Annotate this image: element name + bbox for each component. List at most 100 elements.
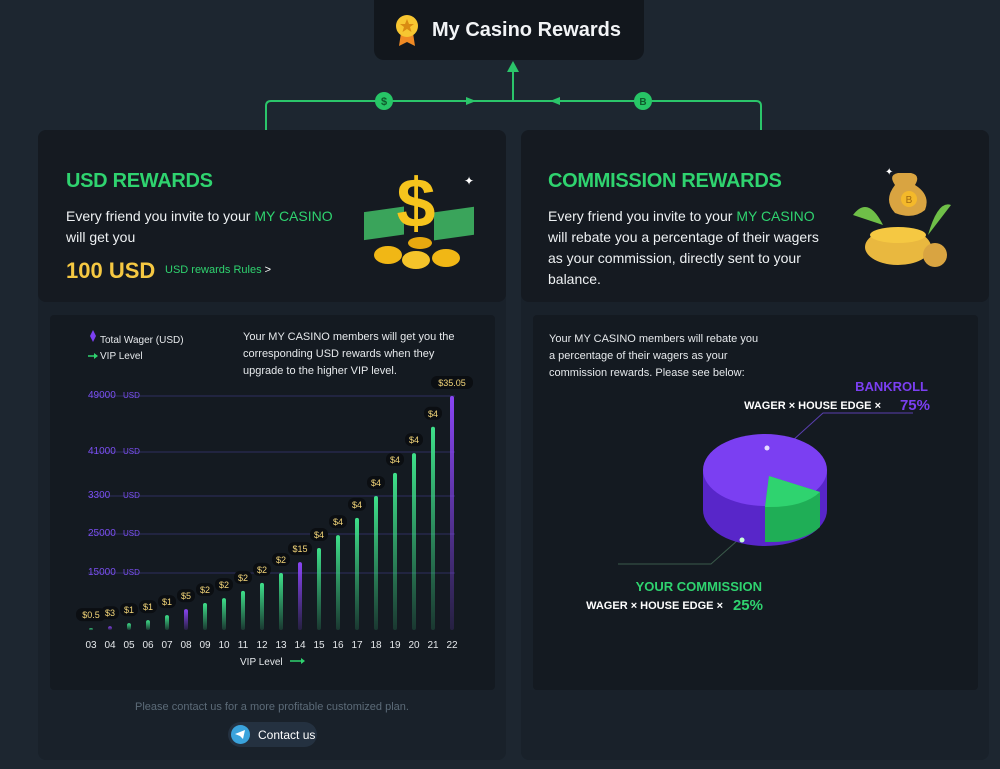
usd-rewards-text: Every friend you invite to your MY CASIN… — [66, 208, 333, 245]
reward-label-bg — [329, 515, 347, 529]
reward-label-bg — [272, 553, 290, 566]
x-tick-16: 16 — [332, 640, 344, 651]
bar-vip-22 — [450, 396, 454, 630]
reward-label-bg — [139, 600, 157, 614]
x-tick-20: 20 — [408, 640, 420, 651]
x-tick-09: 09 — [199, 640, 211, 651]
reward-label-bg — [253, 562, 271, 576]
dollar-coin-icon: $ — [375, 92, 393, 110]
usd-rewards-card: USD REWARDS Every friend you invite to y… — [38, 130, 506, 302]
reward-label-bg — [158, 595, 176, 609]
chevron-right-icon: > — [264, 264, 272, 276]
x-tick-04: 04 — [104, 640, 116, 651]
bar-vip-14 — [298, 562, 302, 630]
reward-label-bg — [76, 608, 106, 622]
contact-us-button[interactable]: Contact us — [228, 722, 317, 747]
commission-chart-panel: Your MY CASINO members will rebate you a… — [533, 315, 978, 690]
reward-label-17: $4 — [352, 500, 362, 510]
y-tick-unit: USD — [123, 447, 140, 456]
y-tick-label: 41000 — [88, 446, 116, 457]
x-tick-18: 18 — [370, 640, 382, 651]
arrow-up-icon — [507, 61, 519, 72]
contact-us-label: Contact us — [258, 727, 316, 742]
bar-vip-17 — [355, 517, 359, 630]
reward-label-bg — [367, 476, 385, 489]
usd-rewards-title: USD REWARDS — [66, 170, 213, 192]
x-tick-19: 19 — [389, 640, 401, 651]
bar-vip-08 — [184, 609, 188, 630]
arrow-left-icon — [550, 97, 560, 105]
bankroll-percentage: 75% — [900, 397, 930, 414]
page-title-box: My Casino Rewards — [374, 0, 644, 60]
reward-label-07: $1 — [162, 597, 172, 607]
svg-text:✦: ✦ — [885, 167, 893, 178]
reward-label-12: $2 — [257, 565, 267, 575]
legend-wager-marker — [90, 330, 96, 342]
arrow-right-icon — [290, 658, 305, 664]
x-tick-07: 07 — [161, 640, 173, 651]
usd-reward-amount: 100 USD — [66, 258, 156, 283]
reward-label-05: $1 — [124, 605, 134, 615]
telegram-icon — [231, 725, 250, 744]
bar-vip-20 — [412, 453, 416, 630]
bar-vip-12 — [260, 582, 264, 630]
reward-label-09: $2 — [200, 585, 210, 595]
bar-vip-13 — [279, 573, 283, 630]
legend-wager-label: Total Wager (USD) — [100, 335, 184, 346]
usd-chart-description: Your MY CASINO members will get you the … — [243, 331, 455, 377]
usd-rewards-rules-link[interactable]: USD rewards Rules > — [165, 264, 272, 276]
svg-text:B: B — [906, 195, 913, 206]
y-tick-label: 25000 — [88, 528, 116, 539]
y-tick-label: 15000 — [88, 567, 116, 578]
x-tick-05: 05 — [123, 640, 135, 651]
x-tick-11: 11 — [238, 640, 249, 651]
reward-label-22: $35.05 — [438, 378, 466, 388]
legend-vip-marker — [88, 353, 98, 359]
money-bag-illustration: B ✦ — [853, 167, 951, 267]
reward-label-bg — [215, 578, 233, 592]
bitcoin-coin-icon: B — [634, 92, 652, 110]
commission-rewards-title: COMMISSION REWARDS — [548, 170, 782, 192]
commission-rewards-column: COMMISSION REWARDS Every friend you invi… — [521, 130, 989, 760]
reward-label-bg — [431, 376, 473, 389]
usd-rewards-bar-chart: Total Wager (USD) VIP Level 49000 USD 4100… — [76, 330, 473, 668]
reward-label-bg — [310, 528, 328, 542]
y-tick-unit: USD — [123, 391, 140, 400]
x-tick-17: 17 — [351, 640, 363, 651]
x-tick-14: 14 — [294, 640, 306, 651]
your-commission-formula: WAGER × HOUSE EDGE × — [586, 600, 723, 612]
bar-vip-04 — [108, 626, 112, 630]
medal-icon — [396, 15, 418, 46]
reward-label-14: $15 — [292, 544, 307, 554]
bar-vip-16 — [336, 535, 340, 630]
x-tick-22: 22 — [446, 640, 458, 651]
connector-lines: $ B — [265, 61, 762, 130]
reward-label-bg — [101, 606, 119, 620]
your-commission-percentage: 25% — [733, 597, 763, 614]
reward-label-bg — [348, 497, 366, 511]
bar-vip-11 — [241, 590, 245, 630]
bar-vip-19 — [393, 472, 397, 630]
x-tick-08: 08 — [180, 640, 192, 651]
reward-label-18: $4 — [371, 478, 381, 488]
bar-vip-09 — [203, 603, 207, 630]
x-tick-12: 12 — [256, 640, 268, 651]
y-tick-unit: USD — [123, 529, 140, 538]
reward-label-10: $2 — [219, 580, 229, 590]
reward-label-bg — [386, 452, 404, 466]
reward-label-bg — [120, 603, 138, 617]
bar-vip-21 — [431, 426, 435, 630]
legend-vip-label: VIP Level — [100, 351, 143, 362]
bar-vip-18 — [374, 496, 378, 630]
x-tick-21: 21 — [427, 640, 439, 651]
usd-rewards-column: USD REWARDS Every friend you invite to y… — [38, 130, 506, 760]
x-tick-10: 10 — [218, 640, 230, 651]
svg-text:✦: ✦ — [464, 174, 474, 188]
svg-text:B: B — [639, 97, 646, 108]
x-tick-13: 13 — [275, 640, 287, 651]
x-axis-label: VIP Level — [240, 657, 283, 668]
page-title: My Casino Rewards — [432, 18, 621, 41]
bar-vip-07 — [165, 615, 169, 630]
bar-vip-15 — [317, 548, 321, 630]
contact-hint-text: Please contact us for a more profitable … — [135, 701, 409, 713]
